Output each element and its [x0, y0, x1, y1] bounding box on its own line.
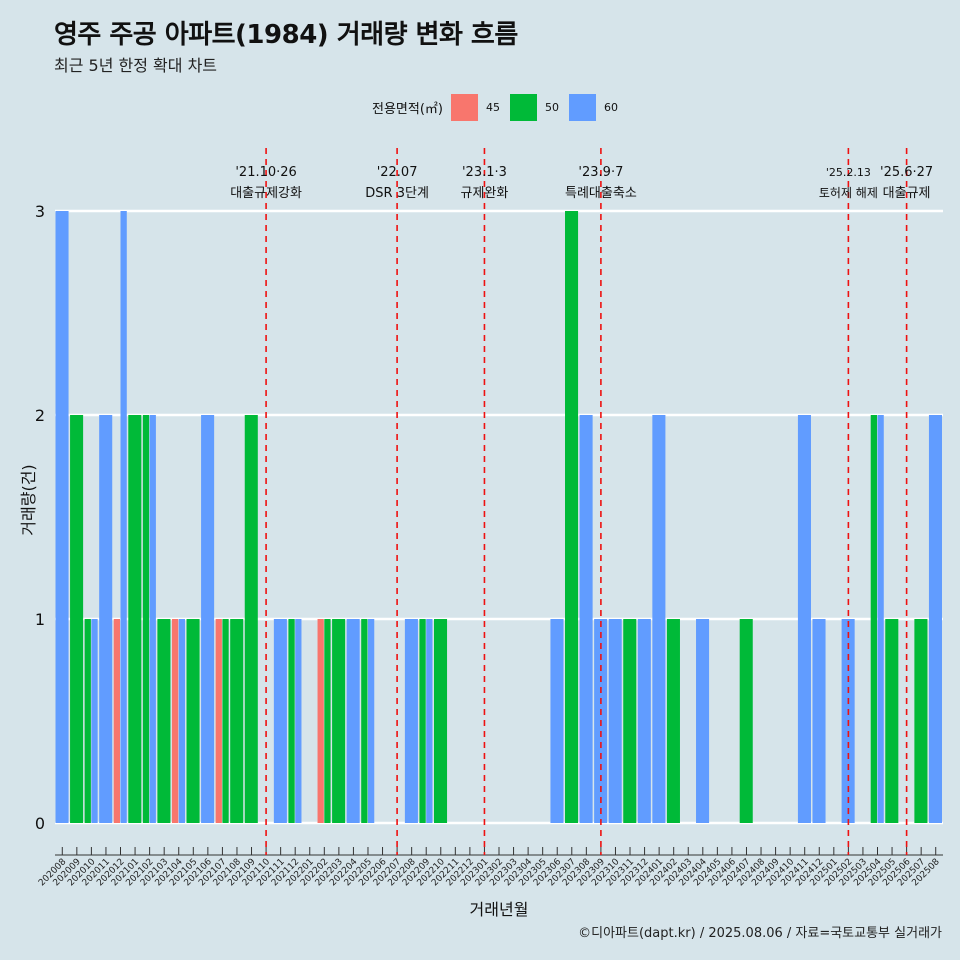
bar-60-202112	[295, 619, 302, 823]
bar-60-202204	[346, 619, 360, 823]
bar-50-202010	[84, 619, 91, 823]
bar-60-202312	[637, 619, 651, 823]
bar-60-202504	[877, 415, 884, 823]
legend: 전용면적(㎡) 45 50 60	[372, 93, 628, 121]
bar-60-202308	[579, 415, 593, 823]
chart-subtitle: 최근 5년 한정 확대 차트	[54, 56, 218, 75]
bar-60-202306	[550, 619, 564, 823]
bar-60-202008	[55, 211, 69, 823]
bar-50-202009	[70, 415, 84, 823]
bar-50-202107	[222, 619, 229, 823]
bar-60-202205	[367, 619, 375, 823]
bar-60-202106	[201, 415, 215, 823]
event-date-label: '25.6·27	[880, 165, 933, 180]
bar-50-202311	[623, 619, 637, 823]
bar-60-202411	[797, 415, 811, 823]
bar-50-202504	[870, 415, 877, 823]
event-desc-label: 토허제 해제	[819, 186, 878, 200]
bar-60-202508	[928, 415, 942, 823]
bar-60-202011	[99, 415, 113, 823]
legend-swatch-50	[509, 93, 537, 121]
bar-60-202412	[812, 619, 826, 823]
bar-50-202103	[157, 619, 171, 823]
bar-60-202310	[608, 619, 622, 823]
event-desc-label: DSR 3단계	[365, 186, 429, 201]
chart-title: 영주 주공 아파트(1984) 거래량 변화 흐름	[54, 20, 518, 50]
bar-50-202105	[186, 619, 200, 823]
legend-label-50: 50	[544, 100, 559, 114]
bar-50-202112	[288, 619, 295, 823]
event-date-label: '23.9·7	[578, 165, 623, 180]
bar-60-202401	[652, 415, 666, 823]
event-desc-label: 규제완화	[461, 186, 509, 201]
y-axis-title: 거래량(건)	[19, 464, 38, 535]
bar-50-202108	[230, 619, 244, 823]
bar-45-202107	[215, 619, 222, 823]
y-tick-label: 2	[35, 406, 45, 425]
event-date-label: '23.1·3	[462, 165, 507, 180]
bar-45-202202	[317, 619, 324, 823]
source-caption: ©디아파트(dapt.kr) / 2025.08.06 / 자료=국토교통부 실…	[578, 926, 942, 941]
bar-60-202012	[120, 211, 127, 823]
event-desc-label: 대출규제강화	[230, 186, 302, 201]
event-date-label: '21.10·26	[235, 165, 296, 180]
bar-50-202203	[332, 619, 346, 823]
bar-50-202505	[885, 619, 899, 823]
legend-label-45: 45	[485, 100, 500, 114]
bar-60-202208	[404, 619, 418, 823]
bar-50-202101	[128, 415, 142, 823]
legend-swatch-45	[450, 93, 478, 121]
bar-60-202209	[426, 619, 433, 823]
bar-50-202407	[739, 619, 753, 823]
bar-50-202202	[324, 619, 331, 823]
bar-50-202109	[244, 415, 258, 823]
bar-60-202404	[696, 619, 710, 823]
bar-45-202104	[171, 619, 179, 823]
y-tick-label: 3	[35, 202, 45, 221]
y-tick-label: 1	[35, 610, 45, 629]
y-tick-label: 0	[35, 814, 45, 833]
bar-50-202209	[419, 619, 426, 823]
bar-60-202111	[273, 619, 287, 823]
x-axis-title: 거래년월	[470, 900, 529, 919]
bar-60-202104	[178, 619, 186, 823]
bar-50-202210	[433, 619, 448, 823]
bar-50-202307	[565, 211, 579, 823]
legend-title: 전용면적(㎡)	[372, 101, 443, 117]
legend-swatch-60	[568, 93, 596, 121]
event-date-label: '25.2.13	[826, 166, 871, 179]
bar-60-202102	[149, 415, 156, 823]
bar-50-202402	[666, 619, 680, 823]
bar-50-202205	[361, 619, 368, 823]
legend-label-60: 60	[603, 100, 618, 114]
bar-60-202010	[91, 619, 98, 823]
bar-45-202012	[113, 619, 121, 823]
event-date-label: '22.07	[377, 165, 418, 180]
event-desc-label: 대출규제	[883, 186, 931, 201]
bar-50-202507	[914, 619, 928, 823]
event-desc-label: 특례대출축소	[565, 186, 637, 201]
bar-50-202102	[142, 415, 150, 823]
